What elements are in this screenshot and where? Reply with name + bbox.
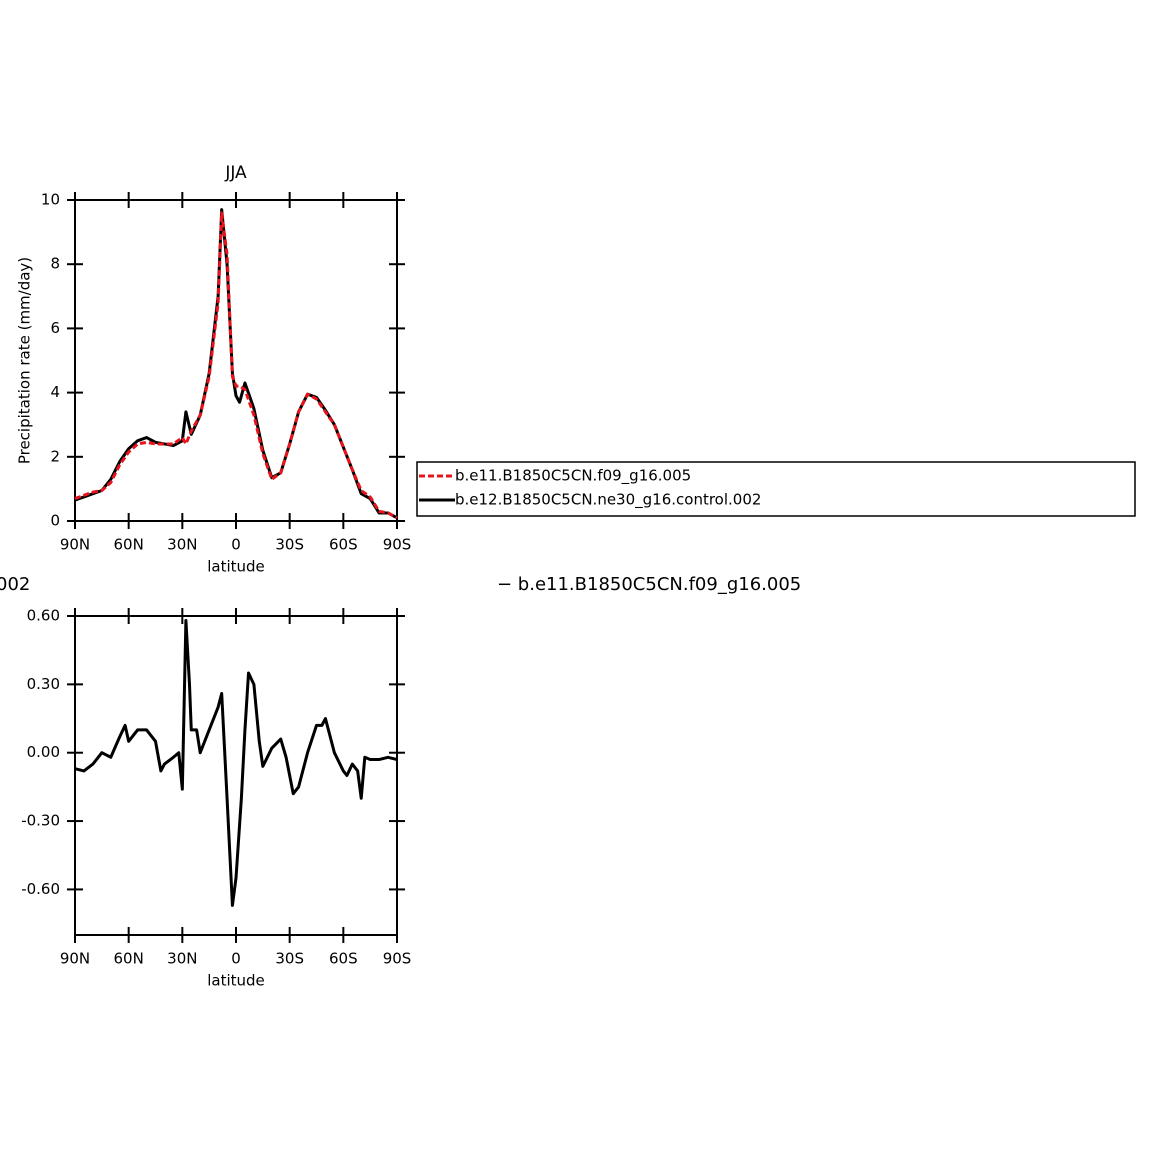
y-tick-label: -0.30	[21, 812, 60, 830]
y-tick-label: 0	[50, 512, 60, 530]
data-line	[74, 208, 398, 520]
x-tick-label: 60N	[114, 536, 144, 554]
y-tick-label: 2	[50, 447, 60, 465]
legend-label: b.e11.B1850C5CN.f09_g16.005	[455, 467, 691, 486]
x-tick-label: 30S	[275, 536, 304, 554]
x-tick-label: 90N	[60, 536, 90, 554]
y-tick-label: 0.30	[27, 675, 60, 693]
data-line	[74, 211, 398, 520]
x-tick-label: 90N	[60, 950, 90, 968]
chart-title-left: 002	[0, 574, 30, 595]
x-tick-label: 60N	[114, 950, 144, 968]
y-tick-label: 0.60	[27, 607, 60, 625]
plot-frame	[74, 199, 398, 522]
plot-frame	[74, 615, 398, 936]
x-tick-label: 30S	[275, 950, 304, 968]
x-axis-label: latitude	[207, 972, 265, 990]
legend-box	[416, 461, 1136, 517]
chart-title: JJA	[224, 163, 247, 183]
y-axis-label: Precipitation rate (mm/day)	[16, 257, 34, 464]
y-tick-label: 10	[41, 191, 60, 209]
x-tick-label: 0	[231, 536, 241, 554]
legend-label: b.e12.B1850C5CN.ne30_g16.control.002	[455, 491, 761, 510]
y-tick-label: 8	[50, 255, 60, 273]
data-line	[74, 619, 398, 907]
chart-title-right: − b.e11.B1850C5CN.f09_g16.005	[497, 574, 801, 595]
x-tick-label: 60S	[329, 950, 358, 968]
y-tick-label: 0.00	[27, 743, 60, 761]
x-tick-label: 90S	[383, 536, 412, 554]
x-tick-label: 60S	[329, 536, 358, 554]
x-tick-label: 30N	[167, 950, 197, 968]
x-axis-label: latitude	[207, 558, 265, 576]
x-tick-label: 30N	[167, 536, 197, 554]
y-tick-label: 4	[50, 383, 60, 401]
y-tick-label: -0.60	[21, 880, 60, 898]
x-tick-label: 0	[231, 950, 241, 968]
x-tick-label: 90S	[383, 950, 412, 968]
y-tick-label: 6	[50, 319, 60, 337]
